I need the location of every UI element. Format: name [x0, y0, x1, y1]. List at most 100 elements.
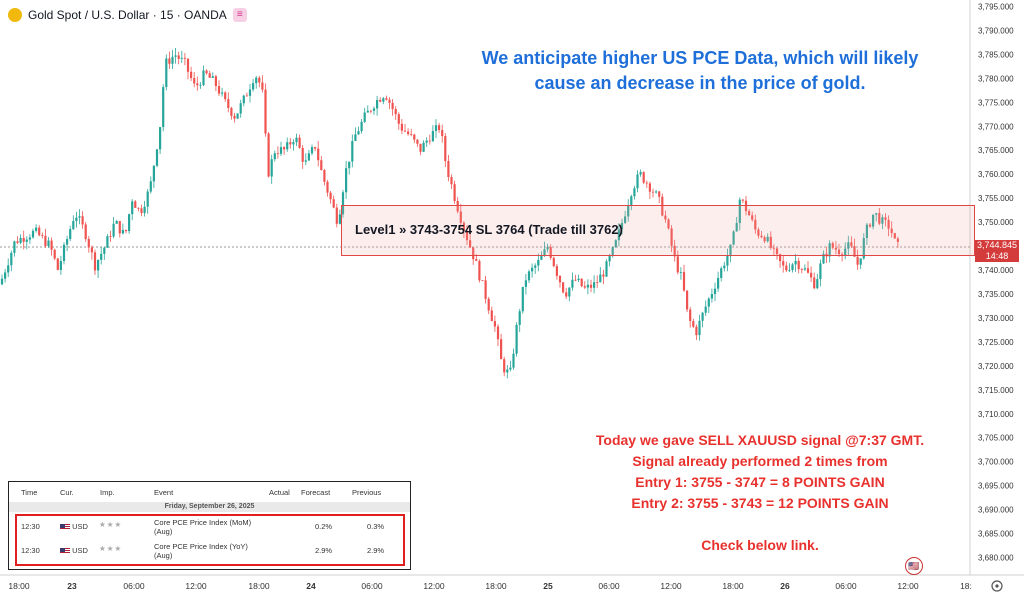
candle-body [515, 324, 518, 354]
candle-body [475, 259, 478, 261]
time-tick-label: 12:00 [423, 581, 445, 591]
candle-body [707, 298, 710, 307]
candle-body [13, 241, 16, 253]
settings-icon[interactable] [991, 580, 1003, 592]
candle-body [571, 279, 574, 288]
candle-body [602, 274, 605, 277]
candle-body [385, 98, 388, 100]
row-event[interactable]: Core PCE Price Index (YoY) (Aug) [154, 542, 248, 560]
candle-body [273, 153, 276, 160]
candle-body [484, 280, 487, 299]
symbol-title[interactable]: Gold Spot / U.S. Dollar · 15 · OANDA [28, 8, 227, 22]
candle-body [537, 259, 540, 266]
us-flag-badge-icon[interactable]: 🇺🇸 [905, 557, 923, 575]
candle-body [62, 244, 66, 262]
price-tick-label: 3,755.000 [978, 194, 1014, 203]
candle-body [524, 280, 527, 287]
candle-body [128, 214, 131, 232]
candle-body [741, 199, 744, 201]
level-label: Level1 » 3743-3754 SL 3764 (Trade till 3… [355, 222, 623, 237]
candle-body [738, 199, 741, 224]
time-tick-label: 18:00 [722, 581, 744, 591]
candle-body [868, 224, 872, 227]
candle-body [493, 321, 496, 327]
candle-body [31, 230, 35, 238]
candle-body [239, 103, 242, 114]
candle-body [431, 130, 434, 142]
candle-body [255, 77, 258, 84]
price-tick-label: 3,705.000 [978, 434, 1014, 443]
candle-timer: 14:48 [985, 251, 1009, 261]
candle-body [341, 192, 345, 215]
candle-body [862, 238, 865, 259]
signal-annotation: Today we gave SELL XAUUSD signal @7:37 G… [560, 430, 960, 556]
candle-body [413, 134, 416, 140]
candle-body [276, 153, 279, 155]
time-tick-label: 18:00 [8, 581, 30, 591]
candle-body [72, 221, 75, 230]
candle-body [658, 191, 661, 197]
candle-body [444, 136, 447, 162]
candle-body [831, 243, 834, 248]
candle-body [283, 147, 286, 150]
candle-body [242, 95, 245, 104]
candle-body [357, 131, 360, 135]
candle-body [865, 224, 868, 239]
candle-body [627, 205, 630, 217]
candle-body [53, 249, 56, 259]
candle-body [400, 123, 403, 131]
candle-body [193, 78, 196, 84]
time-tick-label: 26 [780, 581, 790, 591]
col-importance: Imp. [100, 488, 115, 497]
candle-body [884, 217, 887, 220]
price-tick-label: 3,750.000 [978, 218, 1014, 227]
candle-body [208, 73, 211, 78]
candle-body [407, 131, 410, 135]
candle-body [211, 76, 214, 78]
candle-body [143, 206, 146, 214]
candle-body [760, 235, 763, 238]
time-tick-label: 06:00 [361, 581, 383, 591]
candle-body [779, 254, 782, 262]
candle-body [534, 265, 537, 268]
candle-body [258, 77, 261, 83]
candle-body [531, 267, 534, 272]
candle-body [69, 229, 72, 240]
candle-body [434, 125, 438, 131]
time-tick-label: 18:00 [485, 581, 507, 591]
candle-body [664, 215, 667, 220]
price-tick-label: 3,770.000 [978, 122, 1014, 131]
price-tick-label: 3,785.000 [978, 50, 1014, 59]
candle-body [121, 229, 124, 234]
candle-body [642, 172, 645, 183]
candle-body [289, 142, 292, 145]
candle-body [252, 83, 255, 90]
candle-body [723, 265, 726, 269]
candle-body [676, 256, 679, 273]
candle-body [103, 247, 106, 254]
candle-body [806, 268, 810, 273]
candle-body [599, 274, 602, 283]
candle-body [214, 76, 217, 87]
candle-body [10, 252, 13, 266]
candle-body [329, 192, 332, 200]
candle-body [25, 239, 28, 242]
candle-body [735, 223, 738, 232]
candle-body [351, 140, 354, 162]
candle-body [617, 229, 620, 241]
candle-body [651, 191, 655, 193]
candle-body [354, 134, 357, 141]
candle-body [555, 266, 558, 276]
candle-body [159, 127, 162, 150]
row-previous: 0.3% [367, 522, 385, 531]
row-forecast: 2.9% [315, 546, 333, 555]
candle-body [87, 239, 90, 248]
row-event[interactable]: Core PCE Price Index (MoM) (Aug) [154, 518, 252, 536]
signal-line-2: Signal already performed 2 times from [632, 453, 888, 469]
menu-icon[interactable]: ≡ [232, 8, 247, 22]
price-tick-label: 3,680.000 [978, 554, 1014, 563]
candle-body [279, 147, 283, 154]
price-tick-label: 3,700.000 [978, 458, 1014, 467]
candle-body [155, 149, 159, 166]
headline-annotation: We anticipate higher US PCE Data, which … [470, 46, 930, 96]
